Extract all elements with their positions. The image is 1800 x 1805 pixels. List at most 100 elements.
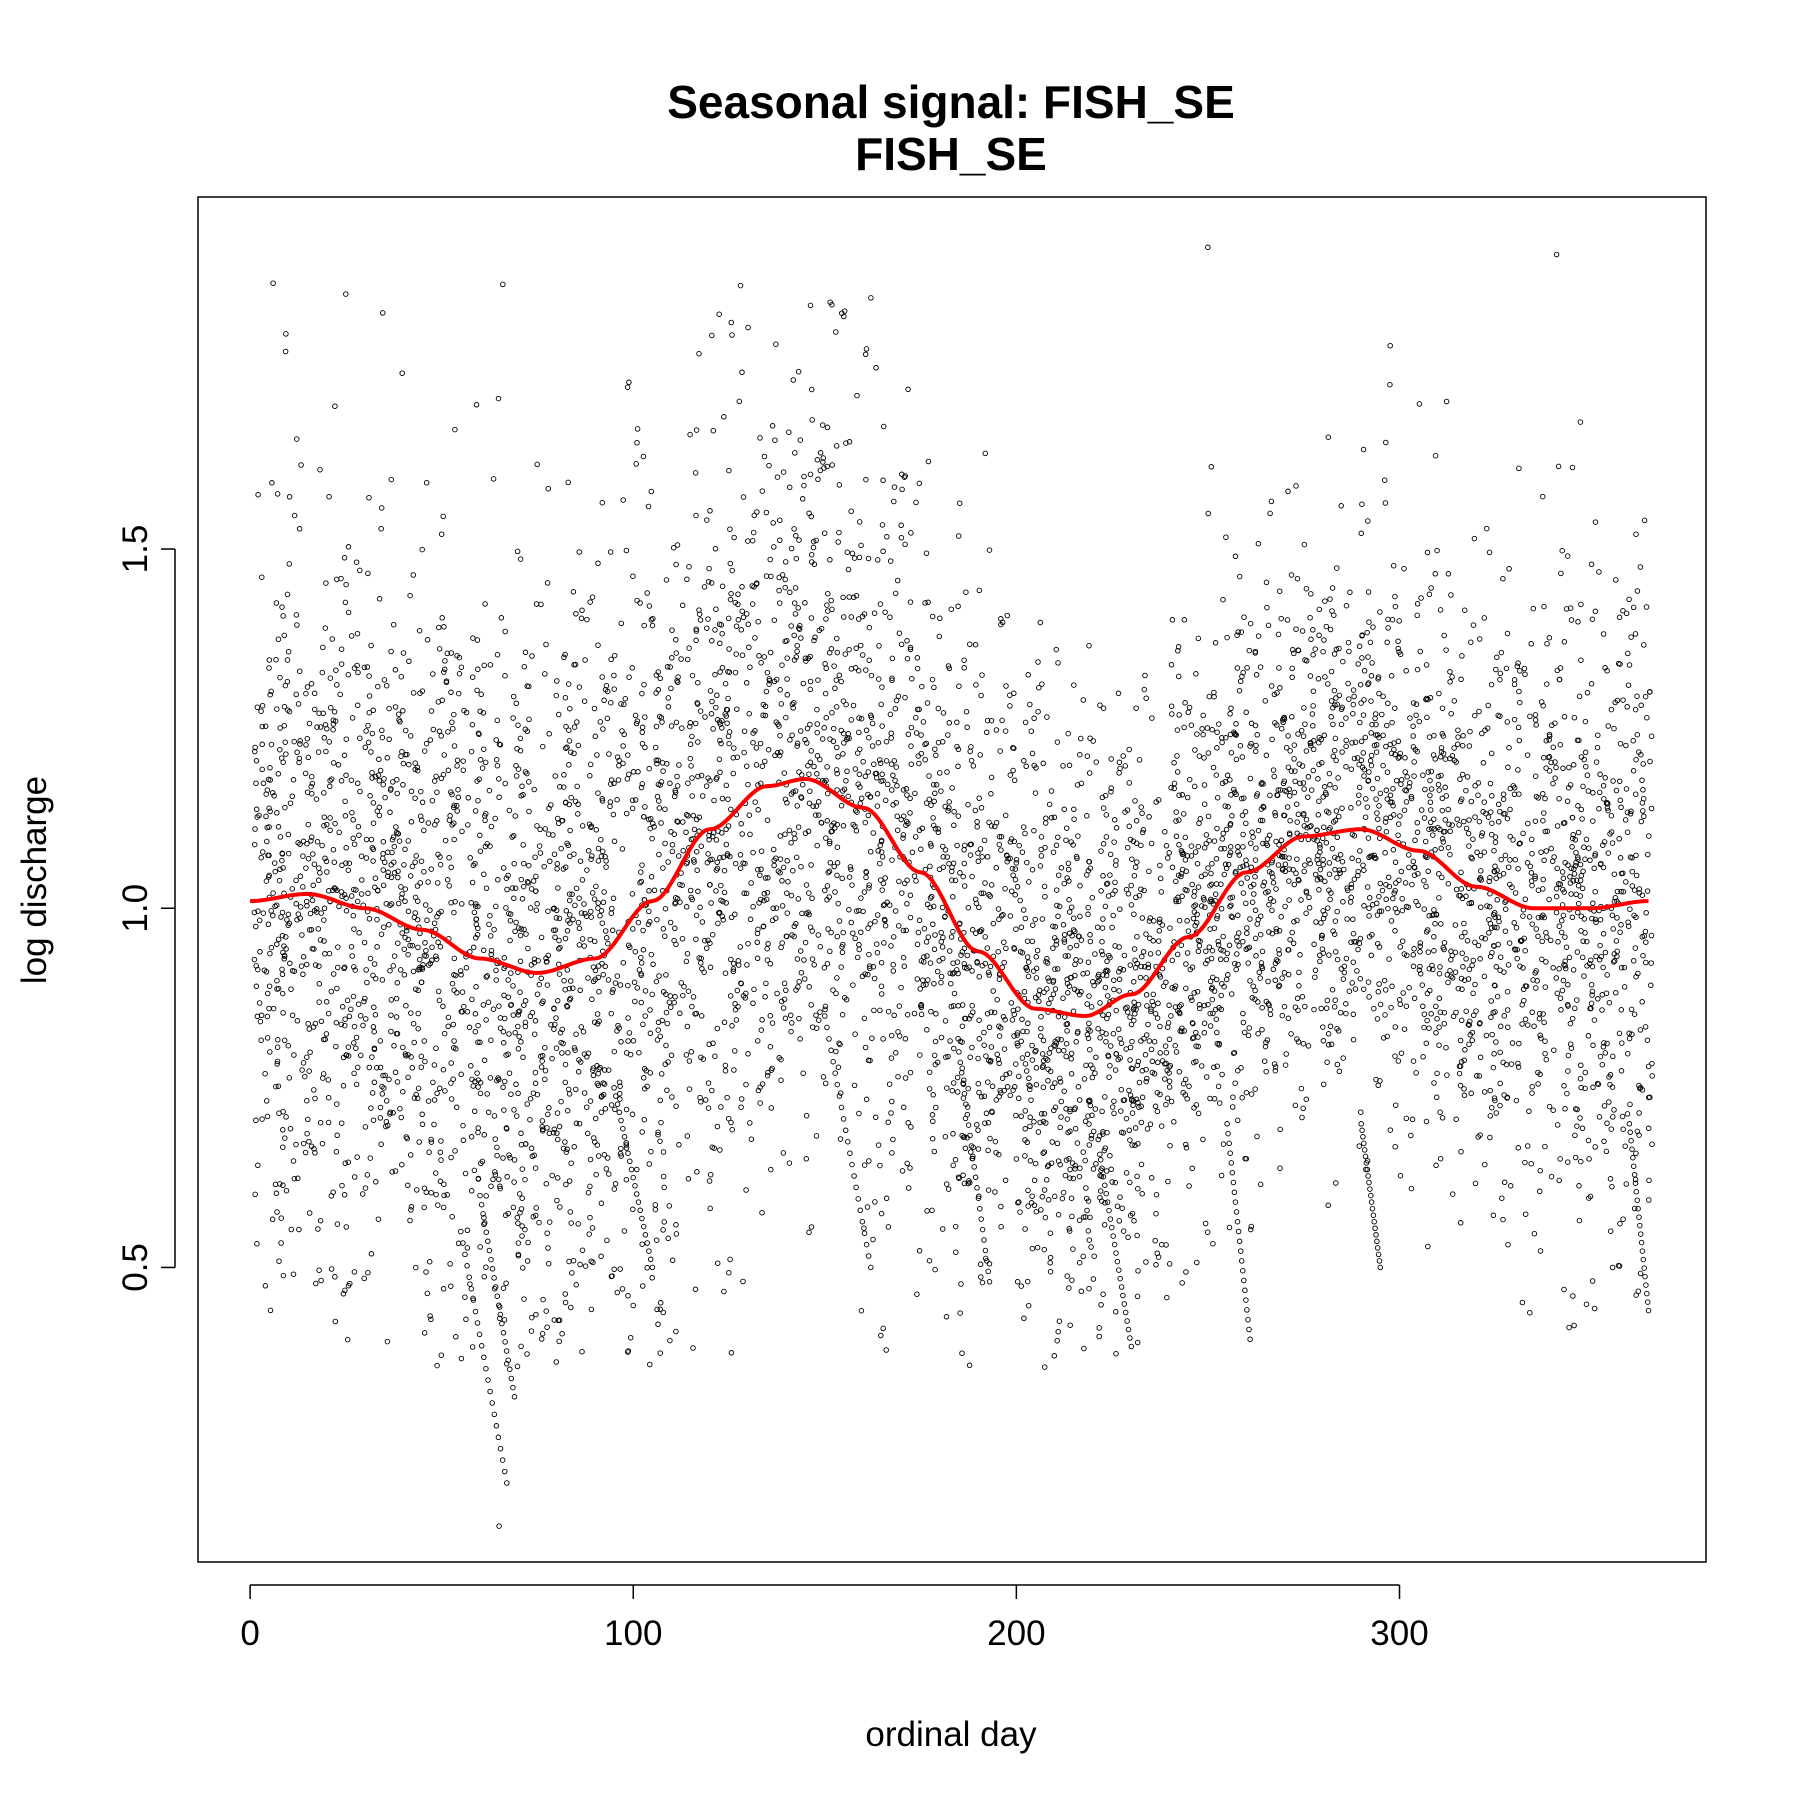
scatter-point (1218, 992, 1224, 999)
scatter-point (1123, 886, 1130, 893)
scatter-point (1456, 1063, 1463, 1070)
scatter-point (639, 690, 645, 697)
scatter-point (898, 816, 904, 823)
scatter-point (510, 1204, 517, 1211)
scatter-point (852, 766, 859, 772)
scatter-point (1294, 830, 1300, 837)
scatter-point (1305, 794, 1311, 800)
scatter-point (398, 1114, 405, 1121)
scatter-point (1328, 668, 1335, 675)
scatter-point (1065, 866, 1072, 873)
scatter-point (1520, 830, 1526, 837)
scatter-point (421, 1204, 427, 1211)
scatter-point (887, 614, 893, 620)
scatter-point (400, 1044, 406, 1051)
scatter-point (1584, 772, 1591, 778)
scatter-point (1019, 950, 1026, 956)
scatter-point (1086, 1121, 1092, 1127)
scatter-point (333, 1043, 339, 1050)
scatter-point (513, 919, 519, 926)
scatter-point (461, 1003, 467, 1010)
scatter-point (1036, 987, 1043, 994)
scatter-point (1543, 737, 1550, 744)
scatter-point (661, 1219, 667, 1225)
scatter-point (709, 1087, 715, 1094)
scatter-point (928, 893, 935, 900)
scatter-point (866, 885, 872, 891)
scatter-point (1216, 1100, 1223, 1106)
scatter-point (518, 1039, 524, 1045)
scatter-point (1506, 744, 1512, 751)
scatter-point (1437, 964, 1443, 970)
scatter-point (806, 984, 812, 990)
scatter-point (797, 1036, 803, 1042)
scatter-point (1168, 662, 1175, 668)
scatter-point (1089, 1112, 1095, 1119)
scatter-point (554, 1197, 560, 1204)
scatter-point (869, 1035, 875, 1041)
scatter-point (1390, 562, 1397, 569)
scatter-point (1044, 986, 1050, 992)
scatter-point (591, 1019, 598, 1025)
scatter-point (393, 995, 400, 1002)
scatter-point (1163, 979, 1169, 986)
scatter-point (836, 672, 843, 679)
scatter-point (1163, 1242, 1169, 1248)
scatter-point (1572, 1154, 1579, 1161)
scatter-point (1055, 872, 1062, 878)
scatter-point (1269, 859, 1275, 866)
scatter-point (1564, 553, 1571, 559)
scatter-point (769, 423, 776, 429)
scatter-point (844, 768, 850, 775)
scatter-point (1305, 774, 1312, 780)
scatter-point (1063, 1106, 1069, 1112)
scatter-point (1570, 967, 1577, 973)
scatter-point (368, 1105, 374, 1111)
scatter-point (796, 626, 803, 632)
scatter-point (1583, 836, 1590, 843)
scatter-point (313, 796, 320, 802)
scatter-point (521, 926, 527, 933)
scatter-point (1527, 863, 1534, 870)
scatter-point (653, 757, 660, 764)
scatter-point (260, 780, 267, 787)
scatter-point (1515, 865, 1521, 872)
scatter-point (1189, 881, 1195, 888)
scatter-point (840, 929, 846, 936)
scatter-point (773, 341, 779, 347)
scatter-point (1219, 836, 1226, 842)
scatter-point (1023, 964, 1030, 971)
scatter-point (386, 705, 392, 712)
scatter-point (657, 675, 663, 682)
scatter-point (487, 662, 494, 668)
scatter-point (345, 671, 352, 678)
scatter-point (772, 437, 778, 443)
scatter-point (267, 808, 273, 815)
scatter-point (1180, 811, 1187, 817)
scatter-point (1540, 817, 1546, 824)
scatter-point (1043, 1177, 1050, 1183)
scatter-point (677, 1010, 683, 1017)
scatter-point (331, 709, 338, 715)
scatter-point (972, 641, 979, 648)
scatter-point (1129, 1038, 1135, 1045)
scatter-point (660, 768, 666, 774)
scatter-point (1536, 1010, 1543, 1017)
scatter-point (1302, 721, 1308, 727)
scatter-point (584, 616, 590, 623)
scatter-point (1459, 742, 1466, 749)
scatter-point (587, 936, 593, 943)
scatter-point (740, 494, 747, 500)
scatter-point (1139, 1191, 1145, 1197)
scatter-point (570, 985, 576, 991)
scatter-point (502, 628, 508, 635)
scatter-point (1459, 653, 1465, 659)
scatter-point (792, 611, 799, 617)
scatter-point (282, 739, 288, 745)
scatter-point (625, 1293, 631, 1299)
scatter-point (1255, 540, 1262, 547)
scatter-point (1459, 950, 1465, 956)
scatter-point (539, 1123, 545, 1130)
scatter-point (1311, 941, 1317, 948)
scatter-point (1346, 696, 1352, 702)
